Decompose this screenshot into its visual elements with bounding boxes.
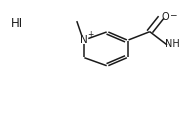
Text: O: O (162, 11, 169, 22)
Text: N: N (80, 35, 87, 45)
Text: +: + (88, 30, 94, 39)
Text: −: − (169, 11, 176, 20)
Text: NH: NH (165, 39, 180, 50)
Text: HI: HI (11, 17, 23, 30)
